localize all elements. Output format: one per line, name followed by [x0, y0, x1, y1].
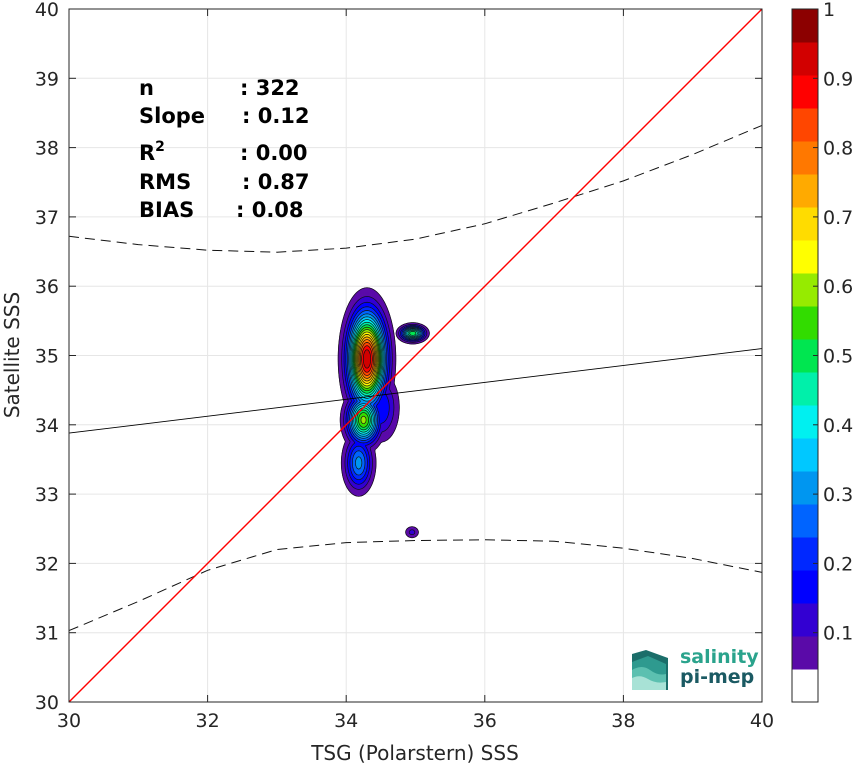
contour-outline — [351, 321, 418, 433]
contour-outline — [337, 287, 430, 539]
y-tick-label: 31 — [35, 623, 59, 645]
stat-label-bias: BIAS — [139, 198, 194, 222]
statistics-box: n : 322 Slope : 0.12 R2 : 0.00 RMS : 0.87 BIAS : … — [139, 76, 310, 222]
colorbar-tick-label: 0.1 — [823, 623, 853, 645]
x-tick-label: 40 — [750, 710, 774, 732]
colorbar-tick-label: 0.3 — [823, 484, 853, 506]
x-tick-label: 36 — [473, 710, 497, 732]
colorbar-swatch — [792, 9, 818, 43]
stat-label-r: R2 — [139, 139, 165, 165]
stat-label-rms: RMS — [139, 170, 191, 194]
colorbar-tick-label: 0.8 — [823, 138, 853, 160]
x-tick-label: 38 — [611, 710, 635, 732]
contour-outline — [353, 326, 381, 428]
colorbar-swatch — [792, 438, 818, 472]
x-axis-ticks: 30 32 34 36 38 40 — [57, 9, 774, 732]
x-tick-label: 30 — [57, 710, 81, 732]
contour-outline — [359, 342, 375, 376]
contour-outline — [362, 349, 372, 369]
colorbar-swatch — [792, 174, 818, 208]
contour-outline — [354, 329, 380, 425]
contour-outline — [347, 310, 423, 476]
regression-line — [68, 348, 763, 434]
stat-value: : 0.12 — [242, 104, 310, 128]
colorbar-swatch — [792, 504, 818, 538]
colorbar-swatch — [792, 636, 818, 670]
colorbar: 0.1 0.2 0.3 0.4 0.5 0.6 0.7 0.8 0.9 1 — [791, 0, 853, 703]
colorbar-swatch — [792, 669, 818, 703]
colorbar-swatch — [792, 240, 818, 274]
logo-text-salinity: salinity — [680, 646, 759, 668]
colorbar-tick-label: 1 — [823, 0, 835, 21]
colorbar-tick-label: 0.6 — [823, 276, 853, 298]
colorbar-tick-label: 0.4 — [823, 415, 853, 437]
y-tick-label: 40 — [35, 0, 59, 21]
colorbar-tick-label: 0.9 — [823, 68, 853, 90]
y-axis-label: Satellite SSS — [0, 292, 24, 418]
y-tick-label: 37 — [35, 207, 59, 229]
contour-outline — [356, 334, 378, 384]
colorbar-tick-label: 0.5 — [823, 346, 853, 368]
y-tick-label: 35 — [35, 346, 59, 368]
colorbar-swatch — [792, 471, 818, 505]
logo-text-pi-mep: pi-mep — [680, 666, 755, 688]
y-tick-label: 36 — [35, 276, 59, 298]
colorbar-swatch — [792, 405, 818, 439]
confidence-upper-line — [68, 124, 763, 253]
colorbar-swatch — [792, 372, 818, 406]
y-tick-label: 33 — [35, 484, 59, 506]
colorbar-swatch — [792, 603, 818, 637]
logo-waves-icon — [632, 650, 668, 690]
stat-label-n: n — [139, 76, 154, 100]
stat-value: : 0.08 — [236, 198, 304, 222]
colorbar-swatch — [792, 306, 818, 340]
colorbar-tick-label: 0.2 — [823, 553, 853, 575]
contour-outline — [352, 324, 417, 431]
colorbar-swatch — [792, 42, 818, 76]
contour-outline — [345, 306, 424, 481]
fit-lines — [68, 8, 763, 703]
contour-outline — [357, 336, 377, 382]
colorbar-swatch — [792, 108, 818, 142]
stat-value: : 0.87 — [242, 170, 310, 194]
colorbar-swatch — [792, 570, 818, 604]
y-tick-label: 30 — [35, 692, 59, 714]
confidence-lower-line — [68, 539, 763, 632]
contour-outline — [361, 345, 373, 373]
colorbar-swatch — [792, 75, 818, 109]
colorbar-swatch — [792, 273, 818, 307]
x-tick-label: 32 — [196, 710, 220, 732]
contour-outline — [358, 339, 376, 379]
y-tick-label: 34 — [35, 415, 59, 437]
contour-outline — [343, 301, 426, 485]
density-contours — [337, 287, 430, 539]
colorbar-swatch — [792, 537, 818, 571]
colorbar-swatch — [792, 207, 818, 241]
x-tick-label: 34 — [334, 710, 358, 732]
one-to-one-line — [68, 8, 763, 703]
stat-label-slope: Slope — [139, 104, 205, 128]
x-axis-label: TSG (Polarstern) SSS — [310, 741, 519, 765]
stat-value: : 0.00 — [240, 141, 308, 165]
y-axis-ticks: 30 31 32 33 34 35 36 37 38 39 40 — [35, 0, 762, 714]
contour-outline — [355, 331, 379, 387]
y-tick-label: 39 — [35, 68, 59, 90]
y-tick-label: 38 — [35, 138, 59, 160]
stat-value: : 322 — [240, 76, 300, 100]
contour-outline — [350, 319, 420, 435]
contour-outline — [341, 296, 428, 535]
y-tick-label: 32 — [35, 553, 59, 575]
salinity-pi-mep-logo: salinity pi-mep — [628, 642, 759, 692]
colorbar-tick-label: 0.7 — [823, 207, 853, 229]
colorbar-swatch — [792, 141, 818, 175]
contour-outline — [348, 313, 422, 470]
